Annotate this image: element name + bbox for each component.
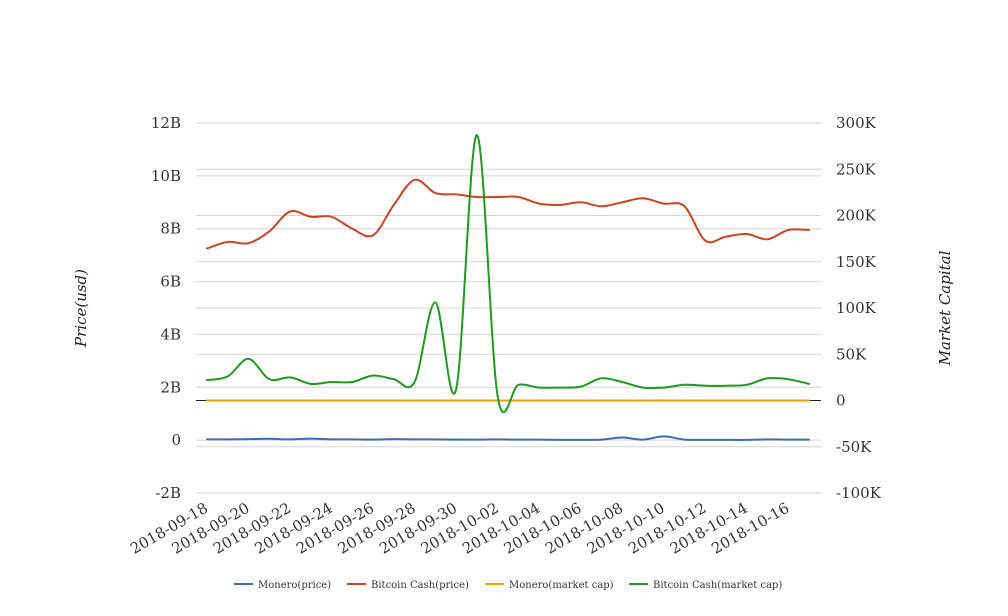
legend-label-monero-price: Monero(price) [258,580,331,591]
right-tick-label: 100K [836,299,877,317]
series-line-bitcoin-cash-market-cap [206,133,810,414]
right-tick-label: -100K [836,484,882,502]
right-tick-label: 300K [836,114,877,132]
left-tick-label: 12B [151,114,181,132]
right-tick-label: 250K [836,160,877,178]
legend-label-bitcoin-cash-market-cap: Bitcoin Cash(market cap) [653,580,782,591]
legend-label-monero-market-cap: Monero(market cap) [509,580,614,591]
legend-label-bitcoin-cash-price: Bitcoin Cash(price) [371,580,469,591]
left-tick-label: 6B [160,273,181,291]
y-axis-title-right: Market Capital [936,250,954,366]
right-tick-label: 150K [836,253,877,271]
right-axis-ticks: -100K -50K 0 50K 100K 150K 200K 250K 300K [836,114,882,502]
series-lines [206,133,810,441]
left-tick-label: 8B [160,220,181,238]
x-axis-ticks: 2018-09-182018-09-202018-09-222018-09-24… [127,499,792,558]
left-tick-label: 2B [160,378,181,396]
right-tick-label: 200K [836,207,877,225]
right-tick-label: 0 [836,392,846,410]
left-tick-label: 4B [160,325,181,343]
left-tick-label: 10B [151,167,181,185]
y-axis-title-left: Price(usd) [72,269,90,348]
right-tick-label: -50K [836,438,872,456]
series-line-monero-price [206,435,810,441]
left-tick-label: -2B [155,484,181,502]
left-tick-label: 0 [171,431,181,449]
left-axis-ticks: -2B 0 2B 4B 6B 8B 10B 12B [151,114,181,502]
right-tick-label: 50K [836,345,867,363]
grid [196,122,821,494]
legend: Monero(price) Bitcoin Cash(price) Monero(m… [234,580,782,591]
series-line-bitcoin-cash-price [206,178,810,250]
